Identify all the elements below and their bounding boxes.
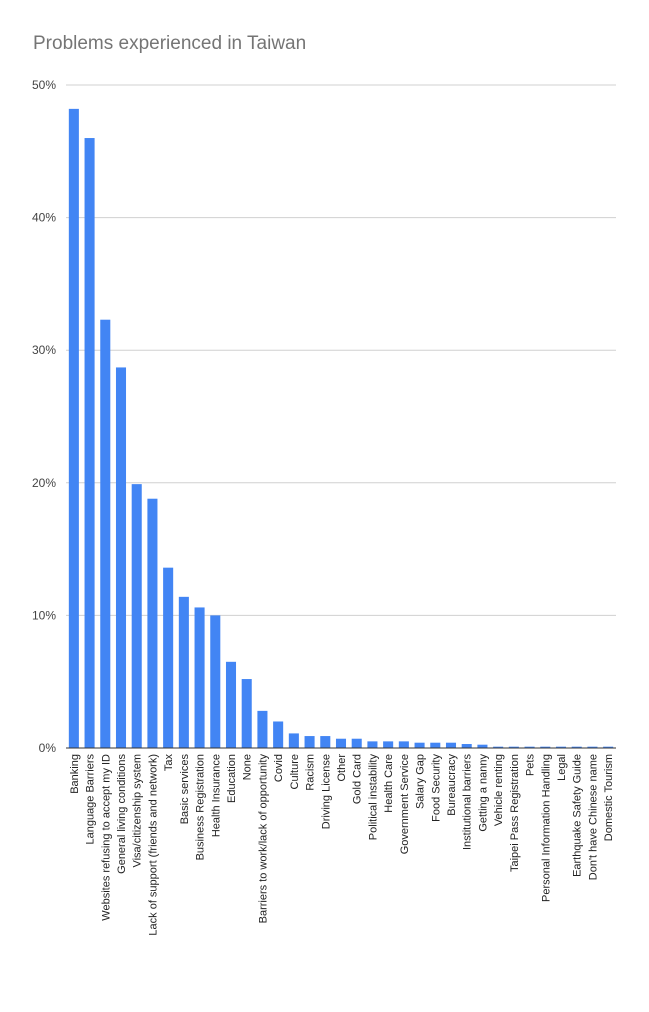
chart-title: Problems experienced in Taiwan [33,33,307,54]
bar [225,661,237,748]
x-tick-label: Barriers to work/lack of opportunity [257,754,269,924]
x-tick-label: Government Service [399,754,411,854]
bar [587,746,598,748]
bar [210,615,221,748]
x-tick-label: Earthquake Safety Guide [572,754,584,877]
y-tick-label: 30% [32,343,56,357]
x-tick-label: Legal [556,754,568,781]
x-tick-label: Basic services [179,754,191,825]
bar [194,607,205,748]
y-tick-label: 40% [32,211,56,225]
bar [178,596,189,748]
gridlines [66,84,616,616]
bar [273,721,284,748]
bar [414,742,425,748]
x-tick-label: Visa/citizenship system [132,754,144,868]
bar [351,738,362,748]
y-tick-label: 50% [32,78,56,92]
bar [508,746,519,748]
x-tick-label: Health Care [383,754,395,813]
x-tick-label: Racism [305,754,317,791]
bar [257,710,268,748]
x-tick-label: Other [336,754,348,782]
x-tick-label: Don't have Chinese name [587,754,599,880]
bar [84,138,95,749]
x-tick-label: Pets [525,754,537,777]
bar [493,746,504,748]
x-tick-label: Driving License [320,754,332,829]
x-tick-label: None [242,754,254,780]
bar [367,741,378,748]
bar [100,319,111,748]
bar [540,746,551,748]
bars [68,108,614,749]
bar [115,367,127,748]
bar [477,744,488,748]
x-tick-label: Education [226,754,238,803]
bar [147,498,158,748]
bar [335,738,347,748]
x-tick-label: Domestic Tourism [603,754,615,841]
bar [555,746,567,748]
x-axis-labels: Banking Language Barriers Websites refusin… [69,754,615,936]
bar [398,741,409,748]
bar [524,746,535,748]
y-tick-label: 10% [32,608,56,622]
bar [571,746,582,748]
x-tick-label: Salary Gap [415,754,427,809]
x-tick-label: Business Registration [195,754,207,860]
y-axis-ticks: 0% 10% 20% 30% 40% 50% [32,78,56,755]
x-tick-label: Vehicle renting [493,754,505,826]
x-tick-label: Personal Information Handling [540,754,552,902]
x-tick-label: Tax [163,754,175,772]
x-tick-label: Websites refusing to accept my ID [100,754,112,921]
x-tick-label: Taipei Pass Registration [509,754,521,872]
x-tick-label: Health Insurance [210,754,222,837]
bar [430,742,441,748]
x-tick-label: Political instability [367,754,379,841]
bar [241,679,252,748]
x-tick-label: Lack of support (friends and network) [147,754,159,936]
y-tick-label: 20% [32,476,56,490]
bar [68,108,79,749]
x-tick-label: General living conditions [116,754,128,874]
bar [163,567,174,748]
bar [383,741,394,748]
x-tick-label: Language Barriers [85,754,97,845]
bar [288,733,299,748]
x-tick-label: Getting a nanny [477,754,489,832]
bar [603,746,614,748]
x-tick-label: Gold Card [352,754,364,804]
y-tick-label: 0% [39,741,57,755]
x-tick-label: Banking [69,754,81,794]
bar [445,742,457,748]
bar [304,736,315,748]
bar [131,484,142,748]
bar [461,744,472,748]
x-tick-label: Food Security [430,754,442,822]
x-tick-label: Covid [273,754,285,782]
bar [320,736,331,748]
x-tick-label: Culture [289,754,301,789]
x-tick-label: Institutional barriers [462,754,474,850]
x-tick-label: Bureaucracy [446,754,458,816]
